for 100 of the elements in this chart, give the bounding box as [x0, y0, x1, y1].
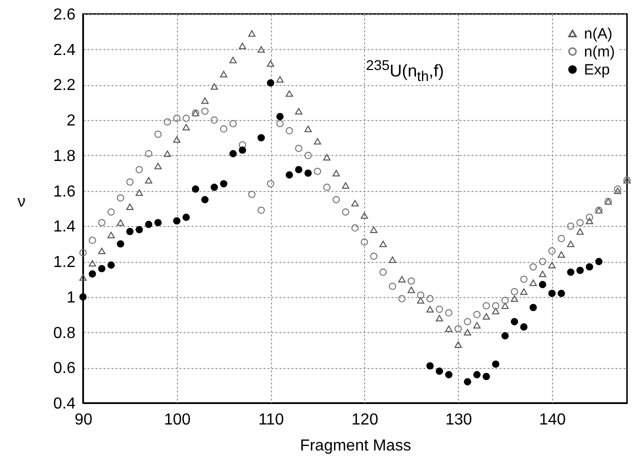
point — [576, 228, 584, 235]
point — [304, 169, 312, 177]
point — [492, 360, 500, 368]
point — [286, 90, 294, 97]
point — [510, 288, 518, 296]
point — [116, 240, 124, 248]
point — [266, 60, 274, 67]
point — [538, 258, 546, 266]
point — [79, 293, 87, 301]
y-tick-label: 0.6 — [53, 360, 76, 378]
point — [238, 146, 246, 154]
point — [408, 286, 415, 294]
point — [567, 222, 574, 230]
point — [538, 270, 546, 278]
point — [98, 264, 106, 272]
point — [182, 214, 190, 221]
point — [426, 306, 434, 313]
point — [286, 171, 294, 179]
point — [116, 219, 124, 226]
point — [501, 302, 509, 309]
point — [445, 325, 452, 332]
y-tick-label: 1 — [66, 289, 76, 306]
point — [210, 116, 218, 124]
point — [426, 362, 434, 370]
point — [614, 188, 622, 194]
point — [398, 276, 406, 282]
point — [238, 42, 246, 50]
point — [238, 141, 246, 148]
point — [416, 291, 424, 299]
point — [144, 220, 152, 228]
point — [323, 154, 331, 160]
point — [398, 295, 406, 302]
point — [576, 218, 584, 226]
point — [492, 308, 500, 314]
point — [201, 196, 209, 204]
point — [370, 252, 378, 260]
y-tick-label: 2.2 — [53, 77, 76, 94]
point — [164, 150, 172, 157]
y-tick-label: 1.6 — [53, 183, 76, 200]
x-tick-label: 110 — [258, 412, 284, 428]
y-tick-label: 2.4 — [53, 42, 76, 59]
point — [388, 256, 396, 264]
point — [154, 218, 162, 226]
legend-label: n(A) — [584, 26, 612, 42]
point — [182, 114, 190, 122]
y-tick-label: 1.2 — [53, 254, 76, 272]
point — [229, 120, 237, 128]
point — [201, 97, 209, 104]
y-tick-label: 1.8 — [53, 148, 76, 165]
legend-label: n(m) — [584, 44, 615, 60]
point — [79, 274, 87, 281]
point — [586, 218, 594, 224]
point — [98, 248, 106, 254]
point — [595, 258, 603, 266]
point — [276, 112, 284, 120]
point — [436, 306, 444, 313]
x-tick-label: 100 — [164, 412, 191, 428]
point — [510, 295, 518, 302]
point — [567, 240, 574, 248]
point — [210, 83, 218, 90]
x-tick-label: 140 — [539, 412, 566, 428]
point — [360, 238, 368, 246]
point — [201, 108, 209, 115]
x-tick-label: 90 — [74, 412, 92, 428]
point — [116, 194, 124, 202]
point — [567, 268, 574, 276]
point — [182, 124, 190, 130]
point — [464, 318, 472, 326]
point — [220, 125, 228, 133]
point — [266, 79, 274, 87]
point — [342, 208, 350, 216]
point — [530, 263, 537, 271]
point — [436, 368, 444, 375]
annotation: $^{235}$U(n$_{th}$,f) — [366, 58, 444, 86]
y-tick-label: 2 — [66, 112, 76, 130]
point — [558, 251, 566, 258]
point — [576, 266, 584, 274]
point — [454, 325, 462, 332]
point — [210, 184, 218, 191]
point — [154, 162, 162, 170]
point — [173, 136, 180, 143]
point — [304, 152, 312, 160]
point — [416, 297, 424, 304]
y-tick-label: 0.4 — [53, 396, 76, 412]
point — [473, 322, 481, 328]
point — [558, 290, 566, 298]
point — [144, 176, 152, 184]
x-axis-title: Fragment Mass — [300, 438, 412, 454]
x-tick-label: 120 — [352, 412, 378, 428]
point — [473, 371, 481, 378]
point — [482, 302, 490, 310]
point — [136, 226, 143, 234]
point — [164, 118, 172, 126]
point — [258, 206, 265, 214]
point — [464, 329, 472, 336]
point — [586, 263, 594, 271]
point — [548, 262, 556, 268]
point — [286, 127, 294, 134]
point — [88, 270, 96, 278]
point — [492, 302, 500, 310]
